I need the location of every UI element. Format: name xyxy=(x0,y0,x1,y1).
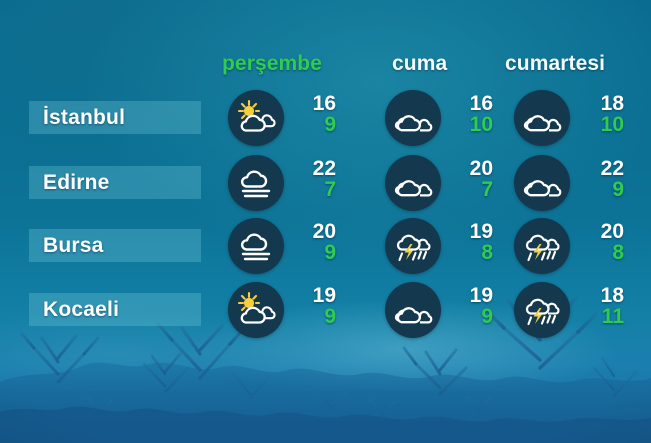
temp-low: 7 xyxy=(324,178,336,202)
temperature-pair: 16 9 xyxy=(290,93,336,136)
cloudy-icon xyxy=(385,90,441,146)
cloudy-icon xyxy=(514,90,570,146)
city-label-bar: Kocaeli xyxy=(29,293,201,326)
forecast-row: Edirne 22 7 xyxy=(0,155,651,211)
forecast-cell: 16 9 xyxy=(228,90,358,146)
temperature-pair: 20 9 xyxy=(290,221,336,264)
temperature-pair: 19 9 xyxy=(290,285,336,328)
forecast-cell: 16 10 xyxy=(385,90,515,146)
thunderstorm-rain-icon xyxy=(385,218,441,274)
temperature-pair: 19 9 xyxy=(447,285,493,328)
temperature-pair: 18 11 xyxy=(578,285,624,328)
fog-icon xyxy=(228,218,284,274)
temp-low: 11 xyxy=(601,305,624,329)
temp-high: 16 xyxy=(469,92,493,115)
temp-high: 16 xyxy=(312,92,336,115)
forecast-cell: 18 11 xyxy=(514,282,644,338)
forecast-cell: 19 9 xyxy=(385,282,515,338)
day-header-cumartesi: cumartesi xyxy=(505,52,606,75)
temperature-pair: 19 8 xyxy=(447,221,493,264)
temp-low: 9 xyxy=(324,241,336,265)
city-label-bar: Edirne xyxy=(29,166,201,199)
temp-low: 9 xyxy=(481,305,493,329)
cloudy-icon xyxy=(385,155,441,211)
forecast-row: Kocaeli 19 9 xyxy=(0,282,651,338)
temperature-pair: 22 9 xyxy=(578,158,624,201)
forecast-cell: 19 9 xyxy=(228,282,358,338)
temp-high: 20 xyxy=(312,220,336,243)
temp-low: 9 xyxy=(324,305,336,329)
forecast-row: İstanbul 16 9 xyxy=(0,90,651,146)
temp-high: 19 xyxy=(469,220,493,243)
temperature-pair: 20 8 xyxy=(578,221,624,264)
temp-low: 9 xyxy=(324,113,336,137)
city-label-bar: İstanbul xyxy=(29,101,201,134)
temp-low: 8 xyxy=(612,241,624,265)
temp-low: 8 xyxy=(481,241,493,265)
temp-high: 20 xyxy=(469,157,493,180)
temp-high: 19 xyxy=(312,284,336,307)
temperature-pair: 22 7 xyxy=(290,158,336,201)
temp-high: 20 xyxy=(600,220,624,243)
temp-high: 22 xyxy=(600,157,624,180)
temp-low: 9 xyxy=(612,178,624,202)
temp-low: 10 xyxy=(469,113,493,137)
forecast-cell: 20 7 xyxy=(385,155,515,211)
forecast-cell: 20 8 xyxy=(514,218,644,274)
forecast-row: Bursa 20 9 xyxy=(0,218,651,274)
sun-behind-cloud-icon xyxy=(228,90,284,146)
temp-low: 7 xyxy=(481,178,493,202)
forecast-cell: 20 9 xyxy=(228,218,358,274)
forecast-cell: 19 8 xyxy=(385,218,515,274)
temp-high: 18 xyxy=(600,284,624,307)
forecast-cell: 18 10 xyxy=(514,90,644,146)
city-name: Edirne xyxy=(43,170,110,194)
fog-icon xyxy=(228,155,284,211)
thunderstorm-rain-icon xyxy=(514,218,570,274)
cloudy-icon xyxy=(385,282,441,338)
day-header-cuma: cuma xyxy=(392,52,448,75)
day-header-persembe: perşembe xyxy=(222,52,323,75)
forecast-cell: 22 9 xyxy=(514,155,644,211)
temp-high: 22 xyxy=(312,157,336,180)
temp-low: 10 xyxy=(600,113,624,137)
sun-behind-cloud-icon xyxy=(228,282,284,338)
temperature-pair: 16 10 xyxy=(447,93,493,136)
city-label-bar: Bursa xyxy=(29,229,201,262)
thunderstorm-rain-icon xyxy=(514,282,570,338)
city-name: Kocaeli xyxy=(43,297,120,321)
city-name: İstanbul xyxy=(43,105,126,129)
temp-high: 18 xyxy=(600,92,624,115)
temperature-pair: 20 7 xyxy=(447,158,493,201)
temp-high: 19 xyxy=(469,284,493,307)
forecast-cell: 22 7 xyxy=(228,155,358,211)
city-name: Bursa xyxy=(43,233,104,257)
temperature-pair: 18 10 xyxy=(578,93,624,136)
cloudy-icon xyxy=(514,155,570,211)
